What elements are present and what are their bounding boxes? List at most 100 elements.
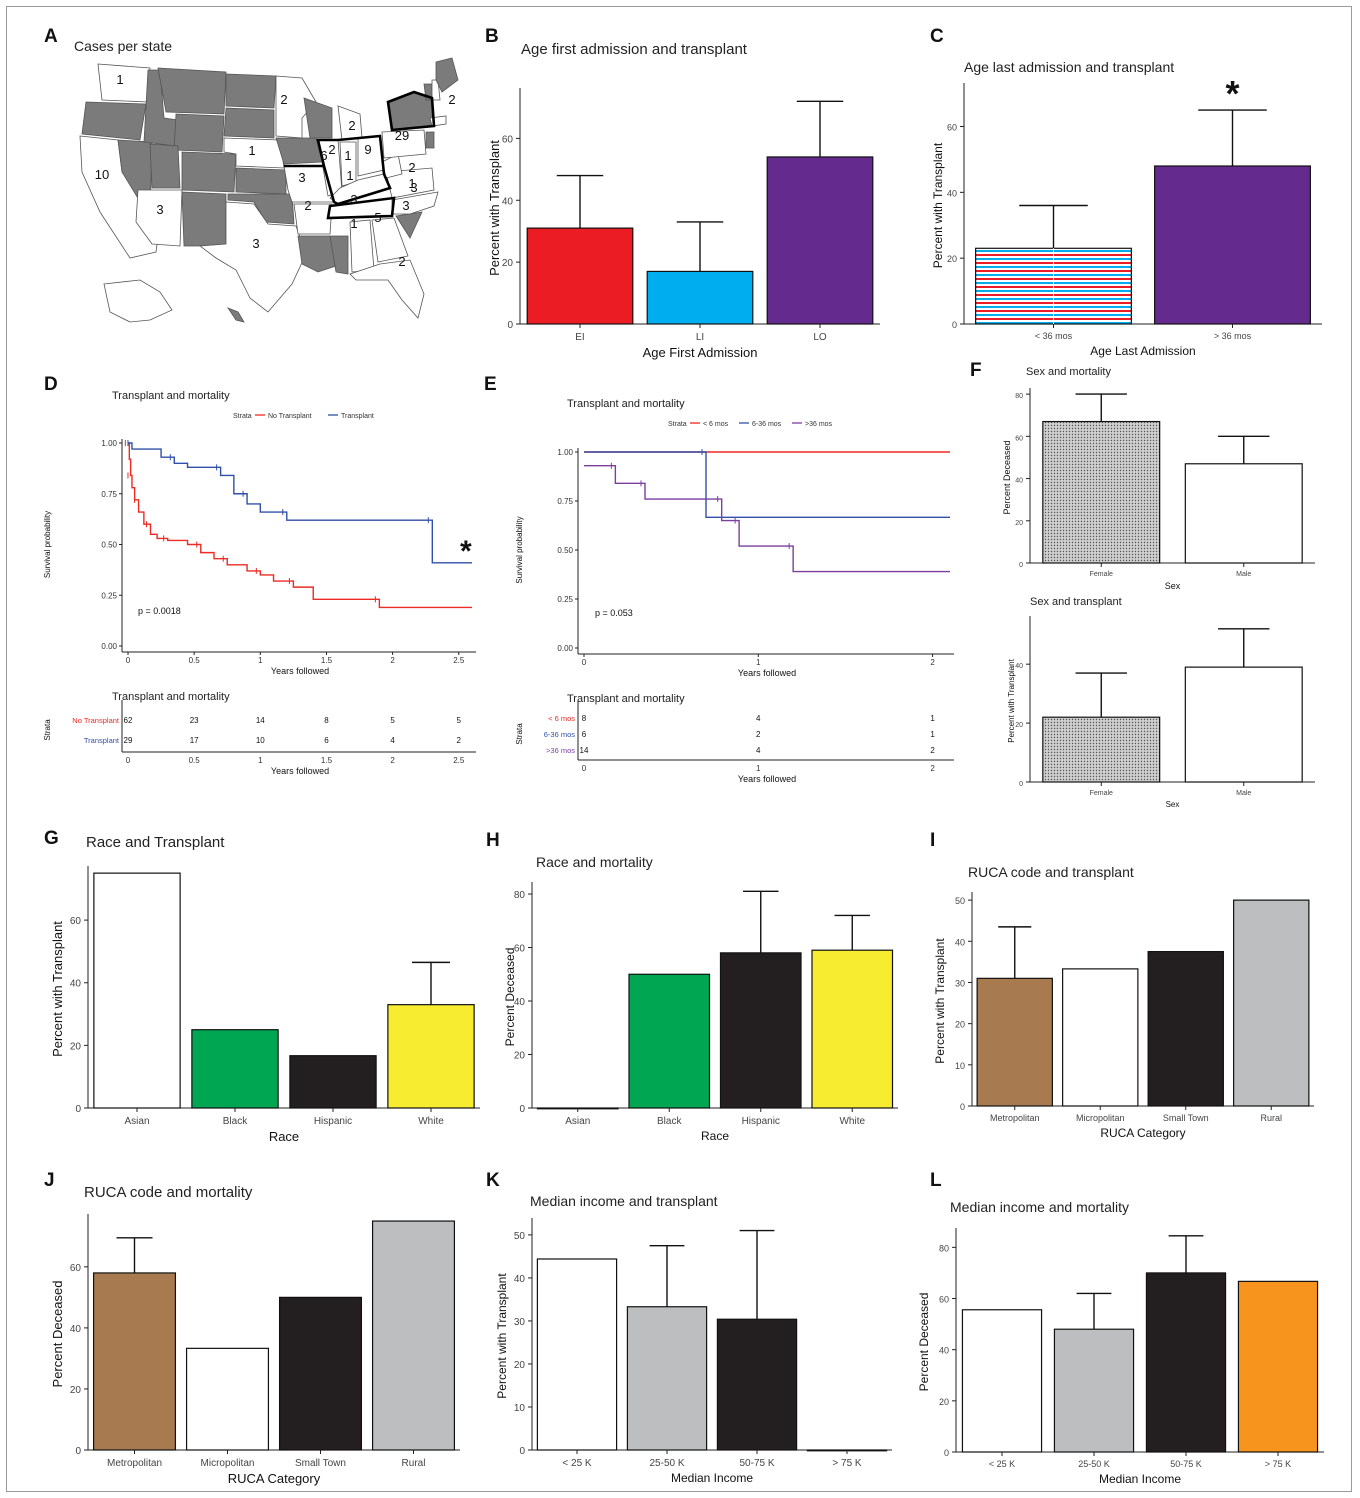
risk-strata-label: Strata — [515, 723, 524, 745]
y-axis-title: Percent Deceased — [1002, 440, 1012, 514]
p-value-label: p = 0.0018 — [138, 606, 181, 616]
risk-table-title-d: Transplant and mortality — [112, 691, 230, 703]
y-axis-title: Percent with Transplant — [931, 142, 945, 268]
bar-black — [628, 973, 711, 1109]
y-tick-label: 0.25 — [557, 595, 573, 604]
y-axis-title: Percent with Transplant — [1007, 658, 1016, 742]
bar-rural — [371, 1220, 456, 1451]
risk-count: 17 — [190, 736, 199, 745]
state-count: 3 — [350, 192, 357, 207]
bar-hispanic — [289, 1055, 377, 1109]
x-tick-label: < 36 mos — [1035, 331, 1073, 341]
legend-label: 6-36 mos — [752, 421, 782, 428]
bar-small-town — [278, 1296, 363, 1451]
chart-title-d: Transplant and mortality — [112, 390, 230, 402]
x-tick-label: Male — [1236, 571, 1251, 578]
x-tick-label: 25-50 K — [649, 1458, 684, 1469]
panel-label-i: I — [930, 830, 936, 851]
state-la — [297, 235, 337, 273]
x-tick-label: 0 — [582, 658, 587, 667]
panel-i: I RUCA code and transplant 0 10 20 30 40 50 Me… — [922, 826, 1342, 1156]
state-wi — [303, 97, 333, 139]
x-tick-label: Hispanic — [314, 1116, 352, 1127]
y-tick-label: 30 — [955, 978, 965, 988]
panel-label-j: J — [44, 1170, 55, 1191]
chart-title-f1: Sex and mortality — [1026, 366, 1111, 378]
chart-title-f2: Sex and transplant — [1030, 596, 1122, 608]
y-axis-title: Percent Deceased — [917, 1293, 931, 1392]
x-tick-label: White — [418, 1116, 444, 1127]
bar-chart-i: 0 10 20 30 40 50 Metropolitan Micropolitan Small… — [933, 892, 1314, 1140]
x-axis-title: Race — [701, 1129, 729, 1143]
y-tick-label: 0 — [519, 1446, 525, 1457]
panel-label-d: D — [44, 374, 58, 395]
state-fl — [349, 259, 425, 319]
y-tick-label: 60 — [947, 123, 957, 133]
risk-count: 1 — [930, 714, 935, 723]
x-axis-title: Age First Admission — [643, 345, 758, 360]
y-tick-label: 40 — [955, 937, 965, 947]
map-highlight — [284, 90, 436, 220]
y-tick-label: 0.00 — [557, 644, 573, 653]
highlight-outline — [386, 90, 436, 132]
risk-x-tick-label: 0 — [582, 764, 587, 773]
risk-x-tick-label: 2.5 — [453, 756, 465, 765]
state-count: 2 — [328, 142, 335, 157]
legend-label: No Transplant — [268, 413, 312, 420]
risk-row-label: >36 mos — [546, 746, 575, 755]
risk-count: 4 — [390, 736, 395, 745]
risk-row-label: Transplant — [84, 736, 120, 745]
x-tick-label: Asian — [124, 1116, 149, 1127]
y-tick-label: 20 — [514, 1360, 526, 1371]
bar-asian — [93, 872, 181, 1109]
risk-count: 8 — [582, 714, 587, 723]
chart-title-g: Race and Transplant — [86, 834, 225, 851]
y-axis-title: Percent Deceased — [503, 948, 517, 1047]
state-pa — [381, 129, 427, 159]
x-tick-label: Female — [1090, 571, 1113, 578]
state-count: 5 — [374, 210, 381, 225]
significance-asterisk: * — [1225, 73, 1239, 114]
x-axis-title: RUCA Category — [1100, 1126, 1185, 1140]
state-ks — [235, 167, 287, 195]
y-tick-label: 0.25 — [101, 591, 117, 600]
panel-label-c: C — [930, 26, 944, 47]
legend-title: Strata — [668, 421, 687, 428]
state-count: 2 — [280, 92, 287, 107]
y-tick-label: 40 — [514, 997, 526, 1008]
risk-x-tick-label: 2 — [390, 756, 395, 765]
y-tick-label: 40 — [1015, 663, 1023, 670]
y-tick-label: 0 — [75, 1104, 81, 1115]
state-mt — [157, 67, 227, 115]
risk-count: 2 — [756, 730, 761, 739]
bar-hispanic — [719, 952, 802, 1109]
chart-title-k: Median income and transplant — [530, 1193, 718, 1209]
y-tick-label: 50 — [514, 1231, 526, 1242]
x-tick-label: Small Town — [1163, 1113, 1209, 1123]
chart-title-j: RUCA code and mortality — [84, 1184, 253, 1201]
state-nm — [181, 191, 227, 247]
y-tick-label: 40 — [1015, 478, 1023, 485]
bar-50-75-k — [716, 1318, 798, 1451]
state-count: 3 — [156, 202, 163, 217]
y-tick-label: 40 — [947, 188, 957, 198]
state-count: 1 — [248, 143, 255, 158]
state-ak — [103, 279, 173, 323]
y-axis-title: Percent Deceased — [50, 1281, 65, 1388]
risk-count: 5 — [390, 716, 395, 725]
state-wa — [97, 63, 151, 103]
risk-row-label: No Transplant — [72, 716, 120, 725]
risk-x-tick-label: 0 — [126, 756, 131, 765]
y-tick-label: 0.50 — [557, 546, 573, 555]
chart-title-h: Race and mortality — [536, 854, 653, 870]
x-tick-label: LO — [813, 332, 827, 343]
y-tick-label: 0 — [960, 1102, 965, 1112]
chart-title-c: Age last admission and transplant — [964, 59, 1175, 75]
y-tick-label: 20 — [1015, 520, 1023, 527]
y-axis-title: Survival probability — [43, 511, 52, 578]
risk-x-axis-title: Years followed — [271, 766, 329, 776]
y-tick-label: 0.00 — [101, 642, 117, 651]
state-count: 1 — [350, 216, 357, 231]
x-tick-label: 1.5 — [321, 656, 333, 665]
bar-chart-k: 0 10 20 30 40 50 < 25 K 25-50 K 50-75 K > 75 K Med… — [495, 1218, 892, 1485]
